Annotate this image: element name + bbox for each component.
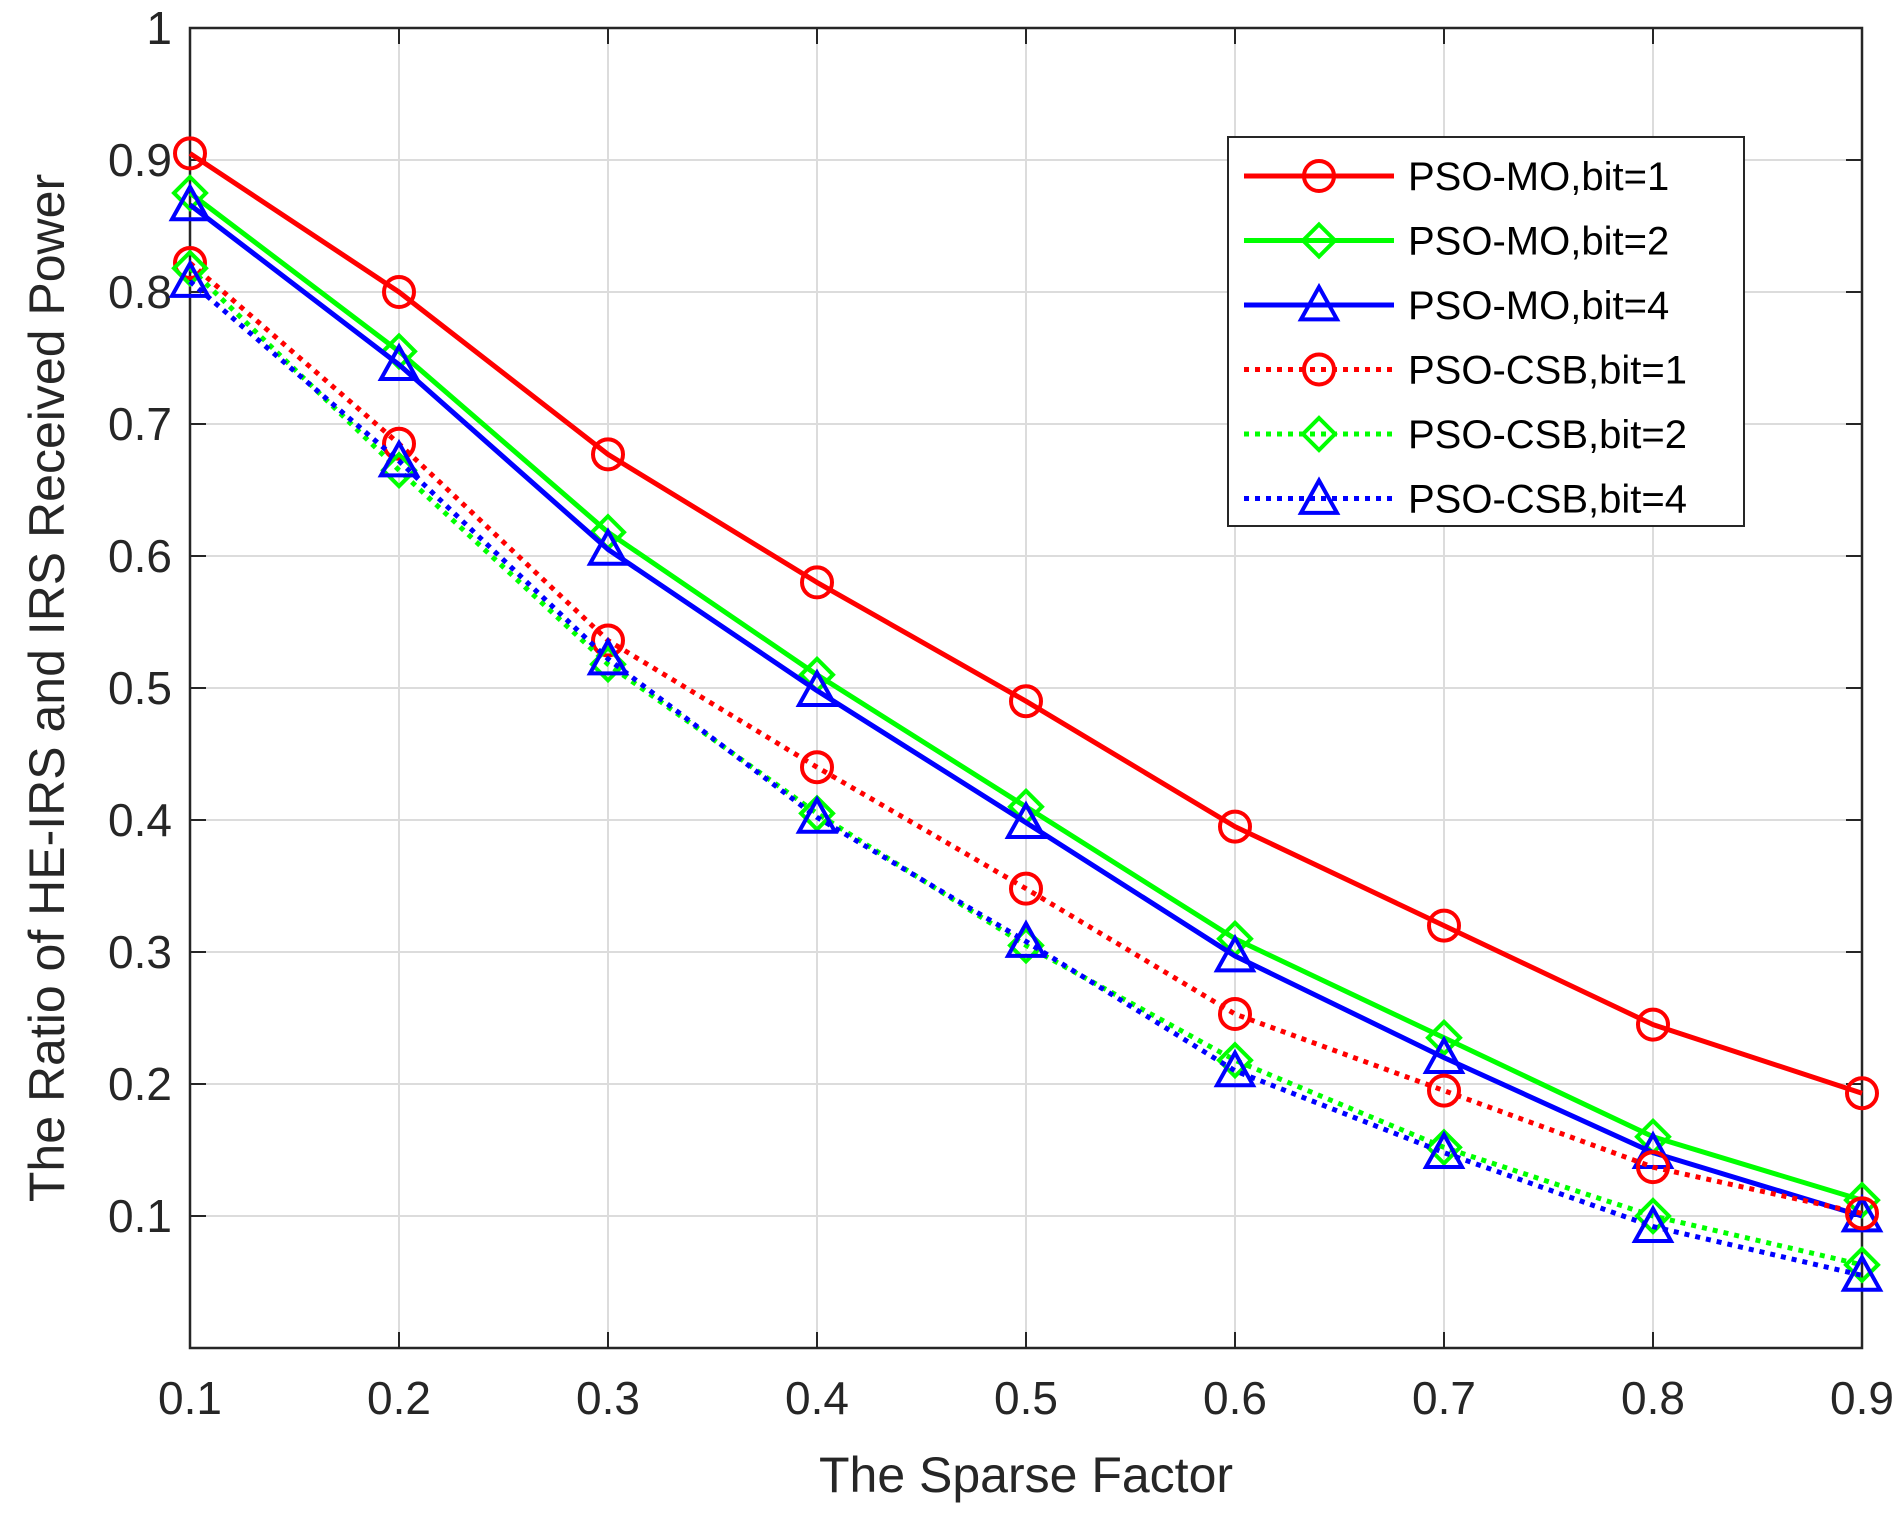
data-point [1843,1246,1881,1284]
y-tick-label: 0.5 [108,662,172,714]
data-point [591,437,625,472]
x-tick-label: 0.1 [158,1372,222,1424]
legend-label: PSO-MO,bit=1 [1408,155,1669,199]
data-point [795,668,839,708]
series-4 [173,245,1879,1231]
x-tick-label: 0.7 [1412,1372,1476,1424]
legend-marker [1297,282,1341,322]
legend-entry: PSO-CSB,bit=4 [1244,476,1687,522]
data-point [1427,1073,1461,1108]
series-1 [173,136,1879,1111]
y-tick-label: 0.6 [108,530,172,582]
series-line [188,151,1863,1096]
data-point [382,275,416,309]
data-point [1425,1018,1463,1057]
legend-marker [1297,476,1341,515]
data-point [1845,1196,1879,1231]
data-point [1631,1204,1675,1243]
data-point [1213,933,1257,973]
data-point [586,527,630,566]
data-point [173,245,207,280]
series-6 [168,259,1884,1292]
data-point [798,794,836,833]
data-point [591,623,625,658]
data-point [168,259,212,298]
legend-entry: PSO-MO,bit=2 [1244,220,1669,264]
legend-box [1227,136,1745,527]
data-point [1636,1007,1670,1042]
data-point [1004,919,1048,958]
data-point [1427,908,1461,943]
legend-entry: PSO-MO,bit=1 [1244,155,1669,199]
series-layer [168,136,1884,1292]
y-tick-label: 0.8 [108,266,172,318]
data-point [173,136,207,171]
x-axis-label: The Sparse Factor [819,1447,1233,1503]
data-point [1636,1150,1670,1185]
legend-marker [1300,415,1338,453]
data-point [1425,1128,1463,1167]
legend-marker [1302,159,1336,193]
legend-marker [1302,352,1336,387]
data-point [1004,800,1048,840]
data-point [377,342,421,381]
data-point [795,795,839,834]
data-point [1009,684,1043,719]
data-point [1218,809,1252,844]
y-tick-label: 0.1 [108,1190,172,1242]
legend-label: PSO-CSB,bit=2 [1408,413,1687,457]
data-point [1218,997,1252,1032]
data-point [377,438,421,478]
x-tick-label: 0.4 [785,1372,849,1424]
legend-entry: PSO-CSB,bit=2 [1244,413,1687,457]
data-point [382,426,416,461]
x-tick-label: 0.3 [576,1372,640,1424]
data-point [586,636,630,676]
legend-label: PSO-MO,bit=4 [1408,284,1669,328]
data-point [1422,1130,1466,1170]
legend-label: PSO-CSB,bit=4 [1408,478,1687,522]
legend-entry: PSO-MO,bit=4 [1244,282,1669,328]
legend-entry: PSO-CSB,bit=1 [1244,349,1687,393]
x-tick-label: 0.2 [367,1372,431,1424]
series-line [188,202,1863,1219]
y-tick-label: 1 [146,2,172,54]
data-point [1845,1076,1879,1111]
x-tick-label: 0.5 [994,1372,1058,1424]
data-point [1843,1181,1881,1219]
series-line [188,266,1863,1268]
y-axis-label: The Ratio of HE-IRS and IRS Received Pow… [19,174,75,1202]
y-tick-label: 0.2 [108,1058,172,1110]
data-point [1840,1253,1884,1292]
data-point [1422,1035,1466,1074]
x-tick-label: 0.8 [1621,1372,1685,1424]
data-point [1213,1048,1257,1088]
data-point [1634,1197,1672,1235]
series-3 [168,182,1884,1233]
y-tick-label: 0.9 [108,134,172,186]
y-tick-label: 0.3 [108,926,172,978]
series-line [188,279,1863,1278]
data-point [1009,871,1043,906]
y-tick-label: 0.7 [108,398,172,450]
data-point [171,174,209,212]
data-point [800,565,834,600]
axis-ticks: 0.1 0.2 0.3 0.4 0.5 0.6 0.7 0.8 0.9 0.1 0.2 0.3 0.4 0… [108,2,1894,1424]
legend-label: PSO-MO,bit=2 [1408,220,1669,264]
legend-label: PSO-CSB,bit=1 [1408,349,1687,393]
data-point [800,750,834,785]
y-tick-label: 0.4 [108,794,172,846]
series-line [188,261,1863,1216]
data-point [168,182,212,222]
data-point [1840,1193,1884,1233]
data-point [1216,1041,1254,1080]
x-tick-label: 0.6 [1203,1372,1267,1424]
legend: PSO-MO,bit=1 PSO-MO,bit=2 PSO-MO,bit=4 PSO-… [1227,136,1745,527]
x-tick-label: 0.9 [1830,1372,1894,1424]
legend-marker [1300,221,1338,260]
